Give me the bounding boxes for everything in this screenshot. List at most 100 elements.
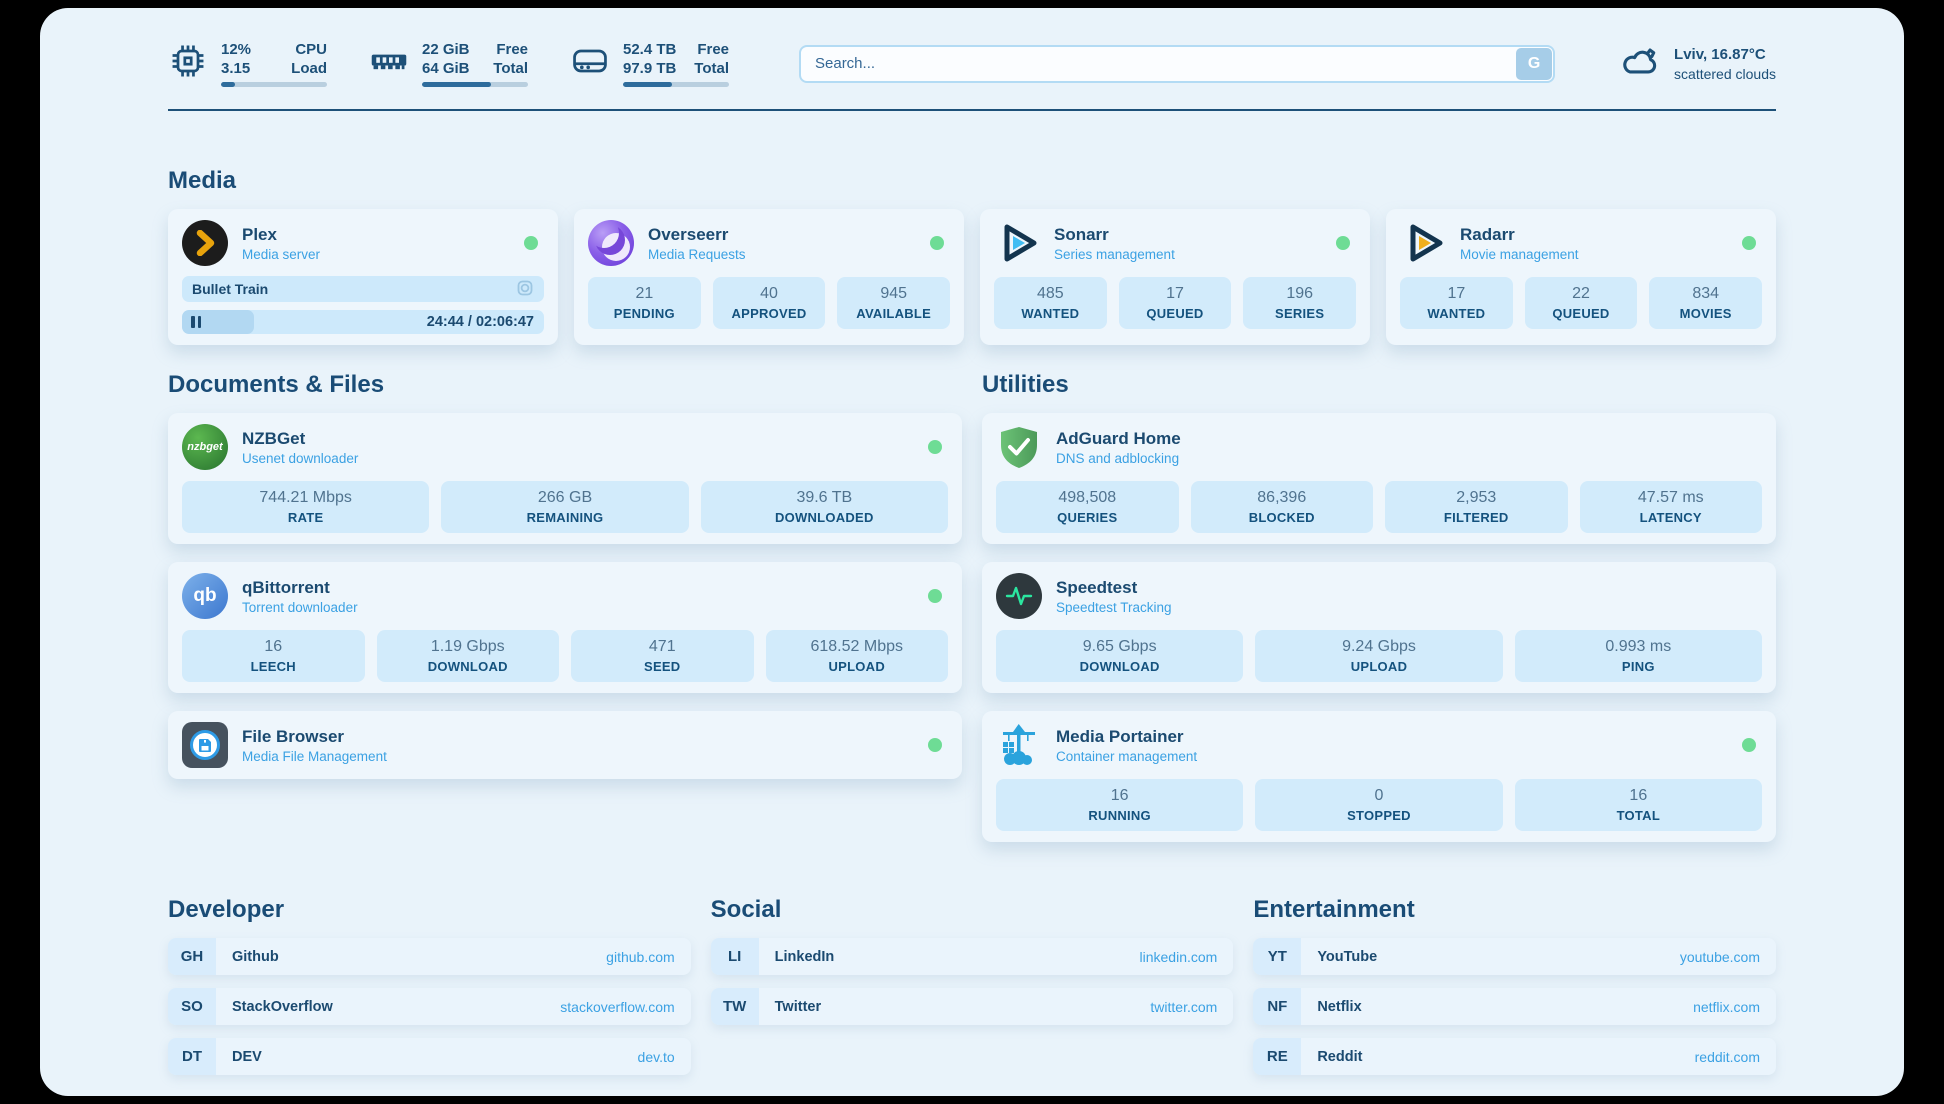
stat-box: 16 RUNNING bbox=[996, 779, 1244, 831]
hardware-widgets: 12% CPU 3.15 Load 22 GiB Free 64 Gi bbox=[168, 40, 729, 87]
stat-value: 21 bbox=[635, 285, 654, 302]
app-subtitle: Movie management bbox=[1460, 246, 1579, 262]
stat-value: 485 bbox=[1036, 285, 1064, 302]
link-row-linkedin[interactable]: LI LinkedIn linkedin.com bbox=[710, 938, 1234, 975]
stat-box: 1.19 Gbps DOWNLOAD bbox=[376, 630, 559, 682]
adguard-icon bbox=[996, 424, 1042, 470]
stat-box: 196 SERIES bbox=[1243, 277, 1357, 329]
ram-progress-track bbox=[422, 82, 528, 87]
stat-box: 0.993 ms PING bbox=[1514, 630, 1762, 682]
link-url: youtube.com bbox=[1679, 948, 1760, 965]
link-tag: TW bbox=[710, 988, 759, 1025]
radarr-card[interactable]: Radarr Movie management 17 WANTED 22 QUEUE… bbox=[1386, 209, 1776, 345]
link-tag: DT bbox=[168, 1038, 216, 1075]
status-dot bbox=[930, 236, 944, 250]
sonarr-icon bbox=[994, 220, 1040, 266]
app-subtitle: Media Requests bbox=[648, 246, 746, 262]
speedtest-card[interactable]: Speedtest Speedtest Tracking 9.65 Gbps DO… bbox=[982, 562, 1776, 693]
stat-box: 2,953 FILTERED bbox=[1385, 481, 1568, 533]
link-tag: GH bbox=[168, 938, 216, 975]
ram-label-2: Total bbox=[493, 60, 528, 77]
ram-stick-icon bbox=[369, 41, 409, 86]
stat-value: 0 bbox=[1374, 787, 1384, 804]
sonarr-card[interactable]: Sonarr Series management 485 WANTED 17 QUE… bbox=[980, 209, 1370, 345]
stat-box: 16 TOTAL bbox=[1514, 779, 1762, 831]
link-url: github.com bbox=[606, 948, 675, 965]
adguard-card[interactable]: AdGuard Home DNS and adblocking 498,508 Q… bbox=[982, 413, 1776, 544]
stat-label: STOPPED bbox=[1347, 808, 1411, 823]
stat-value: 22 bbox=[1572, 285, 1590, 302]
ram-free: 22 GiB bbox=[422, 41, 470, 58]
app-subtitle: Torrent downloader bbox=[242, 599, 358, 615]
stat-box: 9.24 Gbps UPLOAD bbox=[1255, 630, 1503, 682]
stat-value: 834 bbox=[1692, 285, 1720, 302]
link-row-reddit[interactable]: RE Reddit reddit.com bbox=[1253, 1038, 1776, 1075]
stat-box: 86,396 BLOCKED bbox=[1190, 481, 1373, 533]
link-url: netflix.com bbox=[1693, 998, 1760, 1015]
section-heading-documents: Documents & Files bbox=[168, 371, 385, 398]
stat-label: FILTERED bbox=[1443, 510, 1509, 525]
stat-label: MOVIES bbox=[1679, 306, 1732, 321]
section-heading-developer: Developer bbox=[168, 896, 285, 923]
now-playing-row: Bullet Train bbox=[182, 276, 544, 302]
nzbget-card[interactable]: nzbget NZBGet Usenet downloader 744.21 M… bbox=[168, 413, 962, 544]
stat-label: DOWNLOAD bbox=[1079, 659, 1160, 674]
stat-value: 0.993 ms bbox=[1605, 638, 1672, 655]
disk-widget: 52.4 TB Free 97.9 TB Total bbox=[570, 40, 729, 87]
stat-value: 86,396 bbox=[1257, 489, 1307, 506]
stat-label: RUNNING bbox=[1088, 808, 1151, 823]
app-subtitle: Media File Management bbox=[242, 748, 387, 764]
qbittorrent-card[interactable]: qb qBittorrent Torrent downloader 16 LEEC… bbox=[168, 562, 962, 693]
filebrowser-card[interactable]: File Browser Media File Management bbox=[168, 711, 962, 779]
app-subtitle: Container management bbox=[1056, 748, 1198, 764]
stat-label: DOWNLOADED bbox=[774, 510, 874, 525]
pause-icon[interactable] bbox=[191, 316, 201, 328]
link-row-twitter[interactable]: TW Twitter twitter.com bbox=[710, 988, 1234, 1025]
stat-box: 834 MOVIES bbox=[1649, 277, 1763, 329]
link-tag: NF bbox=[1253, 988, 1302, 1025]
link-row-github[interactable]: GH Github github.com bbox=[168, 938, 691, 975]
stat-box: 0 STOPPED bbox=[1255, 779, 1503, 831]
now-playing-title: Bullet Train bbox=[192, 281, 269, 297]
link-tag: RE bbox=[1253, 1038, 1302, 1075]
portainer-card[interactable]: Media Portainer Container management 16 R… bbox=[982, 711, 1776, 842]
link-row-youtube[interactable]: YT YouTube youtube.com bbox=[1253, 938, 1776, 975]
app-subtitle: Usenet downloader bbox=[242, 450, 359, 466]
stat-value: 16 bbox=[1629, 787, 1648, 804]
playback-progress-bar: 24:44 / 02:06:47 bbox=[182, 310, 544, 334]
stat-value: 47.57 ms bbox=[1637, 489, 1704, 506]
app-title: qBittorrent bbox=[242, 577, 330, 597]
status-dot bbox=[928, 440, 942, 454]
stat-label: LEECH bbox=[250, 659, 296, 674]
cpu-label-1: CPU bbox=[295, 41, 327, 58]
search-engine-button[interactable]: G bbox=[1516, 47, 1553, 80]
plex-icon bbox=[182, 220, 228, 266]
disk-progress-fill bbox=[623, 82, 672, 87]
stat-box: 266 GB REMAINING bbox=[441, 481, 689, 533]
stat-value: 9.65 Gbps bbox=[1082, 638, 1157, 655]
overseerr-card[interactable]: Overseerr Media Requests 21 PENDING 40 APP… bbox=[574, 209, 964, 345]
link-tag: SO bbox=[168, 988, 216, 1025]
link-row-stackoverflow[interactable]: SO StackOverflow stackoverflow.com bbox=[168, 988, 691, 1025]
cloud-icon bbox=[1619, 44, 1661, 83]
stat-box: 471 SEED bbox=[571, 630, 754, 682]
link-name: YouTube bbox=[1317, 948, 1378, 965]
stat-box: 39.6 TB DOWNLOADED bbox=[700, 481, 948, 533]
search-input[interactable] bbox=[799, 44, 1556, 83]
stat-label: UPLOAD bbox=[828, 659, 885, 674]
ram-label-1: Free bbox=[496, 41, 528, 58]
link-row-netflix[interactable]: NF Netflix netflix.com bbox=[1253, 988, 1776, 1025]
link-name: Github bbox=[232, 948, 279, 965]
app-title: Media Portainer bbox=[1056, 726, 1184, 746]
link-url: reddit.com bbox=[1694, 1048, 1760, 1065]
stat-box: 21 PENDING bbox=[588, 277, 701, 329]
status-dot bbox=[524, 236, 538, 250]
stat-value: 471 bbox=[648, 638, 676, 655]
weather-location-temp: Lviv, 16.87°C bbox=[1674, 45, 1766, 63]
stat-value: 16 bbox=[264, 638, 283, 655]
link-url: stackoverflow.com bbox=[560, 998, 675, 1015]
link-row-dev[interactable]: DT DEV dev.to bbox=[168, 1038, 691, 1075]
plex-card[interactable]: Plex Media server Bullet Train 24:44 / 0 bbox=[168, 209, 558, 345]
stat-box: 945 AVAILABLE bbox=[837, 277, 951, 329]
stat-box: 16 LEECH bbox=[182, 630, 365, 682]
